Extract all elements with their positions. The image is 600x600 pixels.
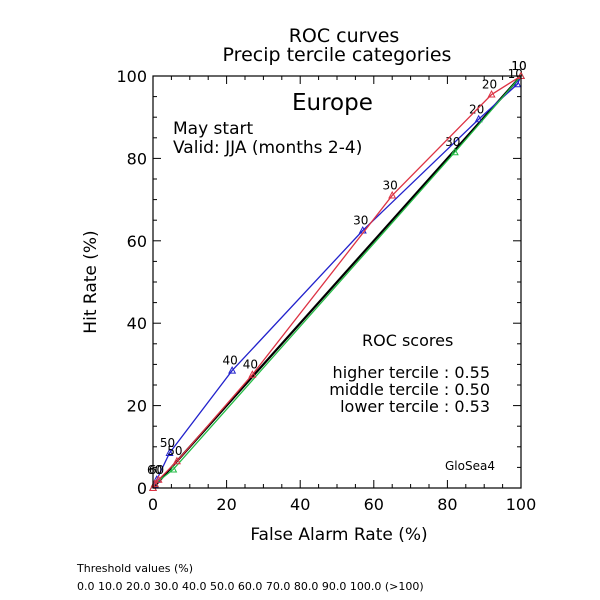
point-marker-lower-tercile xyxy=(388,190,397,199)
y-tick-label: 20 xyxy=(127,397,147,416)
x-tick-label: 0 xyxy=(148,495,158,514)
point-marker-middle-tercile xyxy=(450,147,459,156)
x-tick-label: 100 xyxy=(506,495,537,514)
threshold-label-lower-tercile: 50 xyxy=(167,444,182,458)
diagonal-line xyxy=(152,75,522,489)
threshold-label-higher-tercile: 50 xyxy=(160,436,175,450)
y-tick-label: 60 xyxy=(127,232,147,251)
point-marker-higher-tercile xyxy=(228,366,237,374)
threshold-label-higher-tercile: 30 xyxy=(353,214,368,228)
x-tick-label: 60 xyxy=(364,495,384,514)
threshold-title: Threshold values (%) xyxy=(77,562,194,575)
point-marker-lower-tercile xyxy=(487,89,496,98)
start-label: May start xyxy=(173,119,253,139)
threshold-label-lower-tercile: 30 xyxy=(383,178,398,192)
y-tick-label: 80 xyxy=(127,149,147,168)
model-label: GloSea4 xyxy=(445,459,495,473)
chart-subtitle: Precip tercile categories xyxy=(223,44,452,66)
x-tick-label: 80 xyxy=(437,495,457,514)
series-line-lower-tercile xyxy=(152,75,522,489)
valid-label: Valid: JJA (months 2-4) xyxy=(173,138,362,158)
x-tick-label: 20 xyxy=(216,495,236,514)
point-marker-higher-tercile xyxy=(474,114,483,123)
score-middle-tercile: middle tercile : 0.50 xyxy=(329,380,490,399)
threshold-label-lower-tercile: 60 xyxy=(149,463,164,477)
point-marker-higher-tercile xyxy=(165,448,174,456)
threshold-values: 0.0 10.0 20.0 30.0 40.0 50.0 60.0 70.0 8… xyxy=(77,580,424,593)
score-lower-tercile: lower tercile : 0.53 xyxy=(340,397,490,416)
point-marker-lower-tercile xyxy=(154,475,163,483)
y-tick-label: 100 xyxy=(116,67,147,86)
y-axis-label: Hit Rate (%) xyxy=(81,230,101,333)
point-marker-higher-tercile xyxy=(513,79,522,88)
threshold-label-middle-tercile: 10 xyxy=(511,59,526,73)
point-marker-lower-tercile xyxy=(172,456,181,465)
threshold-label-lower-tercile: 10 xyxy=(511,59,526,73)
threshold-label-lower-tercile: 40 xyxy=(243,358,258,372)
y-tick-label: 40 xyxy=(127,314,147,333)
x-tick-label: 40 xyxy=(290,495,310,514)
point-marker-middle-tercile xyxy=(169,464,178,473)
point-marker-lower-tercile xyxy=(248,370,257,378)
region-label: Europe xyxy=(292,90,373,116)
chart-title: ROC curves xyxy=(289,25,400,47)
threshold-label-higher-tercile: 60 xyxy=(147,463,162,477)
y-tick-label: 0 xyxy=(137,479,147,498)
threshold-label-higher-tercile: 40 xyxy=(222,354,237,368)
roc-scores-title: ROC scores xyxy=(362,331,453,350)
x-axis-label: False Alarm Rate (%) xyxy=(250,525,427,545)
axes-layer: 0 20 40 60 80 100 0 20 40 60 80 100 xyxy=(116,67,536,514)
score-higher-tercile: higher tercile : 0.55 xyxy=(333,363,490,382)
threshold-label-lower-tercile: 20 xyxy=(482,78,497,92)
threshold-label-middle-tercile: 30 xyxy=(445,135,460,149)
